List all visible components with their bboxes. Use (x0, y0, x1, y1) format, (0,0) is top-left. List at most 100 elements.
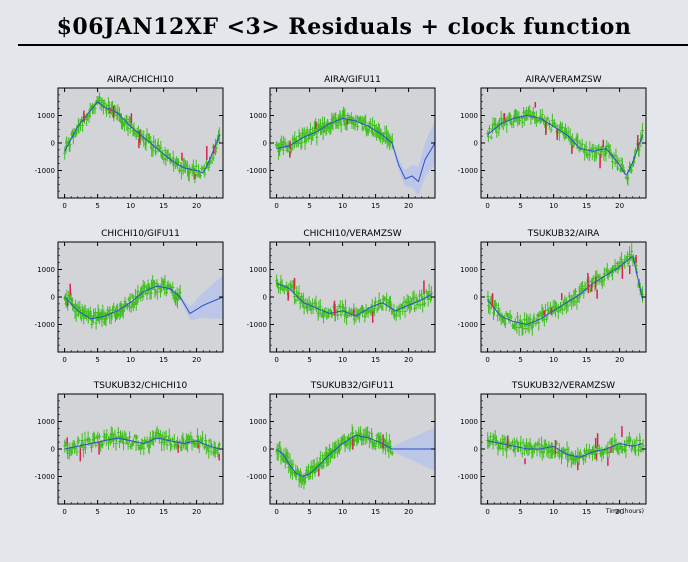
panel: TSUKUB32/CHICHI10 0 5 10 15 20 1000 0 -1000 (35, 381, 224, 516)
x-tick-label: 0 (62, 356, 66, 364)
x-tick-label: 20 (615, 202, 624, 210)
y-tick-label: 0 (263, 446, 267, 454)
plot-area (481, 88, 646, 198)
y-tick-label: 1000 (249, 112, 267, 120)
y-tick-label: 1000 (37, 418, 55, 426)
panel-title: TSUKUB32/GIFU11 (310, 381, 395, 391)
clock-function-line (64, 285, 224, 320)
uncertainty-band (180, 275, 223, 321)
y-tick-label: 1000 (249, 418, 267, 426)
y-tick-label: 0 (474, 294, 478, 302)
clock-function-line (487, 115, 644, 175)
panel: CHICHI10/VERAMZSW 0 5 10 15 20 1000 0 -1000 (247, 229, 436, 364)
clock-function-line (276, 117, 436, 183)
x-tick-label: 10 (126, 356, 135, 364)
y-tick-label: 0 (263, 140, 267, 148)
x-tick-label: 20 (615, 356, 624, 364)
x-tick-label: 15 (159, 202, 168, 210)
plot-area (481, 242, 646, 352)
x-tick-label: 20 (615, 508, 624, 516)
x-tick-label: 10 (338, 356, 347, 364)
x-tick-label: 15 (371, 508, 380, 516)
panel-title: CHICHI10/GIFU11 (101, 229, 180, 239)
x-tick-label: 5 (307, 508, 311, 516)
y-tick-label: 0 (51, 140, 55, 148)
x-tick-label: 15 (582, 356, 591, 364)
x-tick-label: 5 (518, 356, 522, 364)
panel-title: TSUKUB32/CHICHI10 (93, 381, 188, 391)
x-tick-label: 10 (549, 202, 558, 210)
panel: AIRA/GIFU11 0 5 10 15 20 1000 0 -1000 (247, 75, 436, 210)
x-tick-label: 10 (549, 356, 558, 364)
x-tick-label: 0 (485, 202, 489, 210)
x-tick-label: 0 (274, 356, 278, 364)
y-tick-label: -1000 (458, 473, 478, 481)
y-tick-label: 0 (51, 446, 55, 454)
x-tick-label: 5 (95, 202, 99, 210)
y-tick-label: 0 (263, 294, 267, 302)
x-tick-label: 0 (485, 356, 489, 364)
y-tick-label: 1000 (37, 112, 55, 120)
y-tick-label: 1000 (249, 266, 267, 274)
x-tick-label: 10 (338, 508, 347, 516)
y-tick-label: 1000 (460, 266, 478, 274)
x-tick-label: 20 (404, 356, 413, 364)
panel: TSUKUB32/VERAMZSW 0 5 10 15 20 1000 0 -1000 Time … (458, 381, 647, 516)
x-tick-label: 5 (307, 202, 311, 210)
x-tick-label: 20 (404, 508, 413, 516)
x-tick-label: 0 (274, 508, 278, 516)
x-tick-label: 10 (126, 202, 135, 210)
y-tick-label: -1000 (458, 321, 478, 329)
x-tick-label: 5 (518, 202, 522, 210)
y-tick-label: 1000 (460, 418, 478, 426)
y-tick-label: -1000 (35, 167, 55, 175)
page-title: $06JAN12XF <3> Residuals + clock functio… (56, 14, 632, 40)
x-tick-label: 15 (582, 202, 591, 210)
x-tick-label: 15 (371, 202, 380, 210)
title-rule (18, 44, 688, 46)
x-tick-label: 20 (192, 202, 201, 210)
y-tick-label: -1000 (247, 167, 267, 175)
x-tick-label: 10 (338, 202, 347, 210)
y-tick-label: 0 (474, 140, 478, 148)
panel-title: CHICHI10/VERAMZSW (303, 229, 401, 239)
panel-title: AIRA/GIFU11 (324, 75, 381, 85)
clock-function-line (487, 440, 643, 458)
x-tick-label: 10 (549, 508, 558, 516)
panel: CHICHI10/GIFU11 0 5 10 15 20 1000 0 -1000 (35, 229, 224, 364)
y-tick-label: 0 (51, 294, 55, 302)
uncertainty-band (392, 121, 435, 195)
x-tick-label: 0 (274, 202, 278, 210)
y-tick-label: -1000 (247, 321, 267, 329)
x-tick-label: 0 (62, 508, 66, 516)
y-tick-label: 1000 (37, 266, 55, 274)
clock-function-line (64, 101, 221, 174)
y-tick-label: -1000 (35, 321, 55, 329)
panel-title: TSUKUB32/VERAMZSW (511, 381, 615, 391)
panel-title: AIRA/VERAMZSW (525, 75, 601, 85)
x-tick-label: 15 (582, 508, 591, 516)
x-tick-label: 20 (404, 202, 413, 210)
time-axis-label: Time (hours) (605, 508, 644, 515)
x-tick-label: 20 (192, 508, 201, 516)
y-tick-label: -1000 (247, 473, 267, 481)
x-tick-label: 10 (126, 508, 135, 516)
x-tick-label: 15 (159, 356, 168, 364)
panel-title: TSUKUB32/AIRA (527, 229, 600, 239)
panel: TSUKUB32/AIRA 0 5 10 15 20 1000 0 -1000 (458, 229, 647, 364)
clock-function-line (276, 434, 435, 477)
panel: AIRA/CHICHI10 0 5 10 15 20 1000 0 -1000 (35, 75, 224, 210)
clock-function-line (487, 256, 644, 325)
x-tick-label: 5 (518, 508, 522, 516)
y-tick-label: -1000 (35, 473, 55, 481)
x-tick-label: 5 (307, 356, 311, 364)
clock-function-line (64, 437, 220, 450)
panel: AIRA/VERAMZSW 0 5 10 15 20 1000 0 -1000 (458, 75, 647, 210)
x-tick-label: 5 (95, 356, 99, 364)
y-tick-label: 0 (474, 446, 478, 454)
panel: TSUKUB32/GIFU11 0 5 10 15 20 1000 0 -1000 (247, 381, 436, 516)
y-tick-label: -1000 (458, 167, 478, 175)
x-tick-label: 5 (95, 508, 99, 516)
x-tick-label: 15 (159, 508, 168, 516)
x-tick-label: 0 (485, 508, 489, 516)
